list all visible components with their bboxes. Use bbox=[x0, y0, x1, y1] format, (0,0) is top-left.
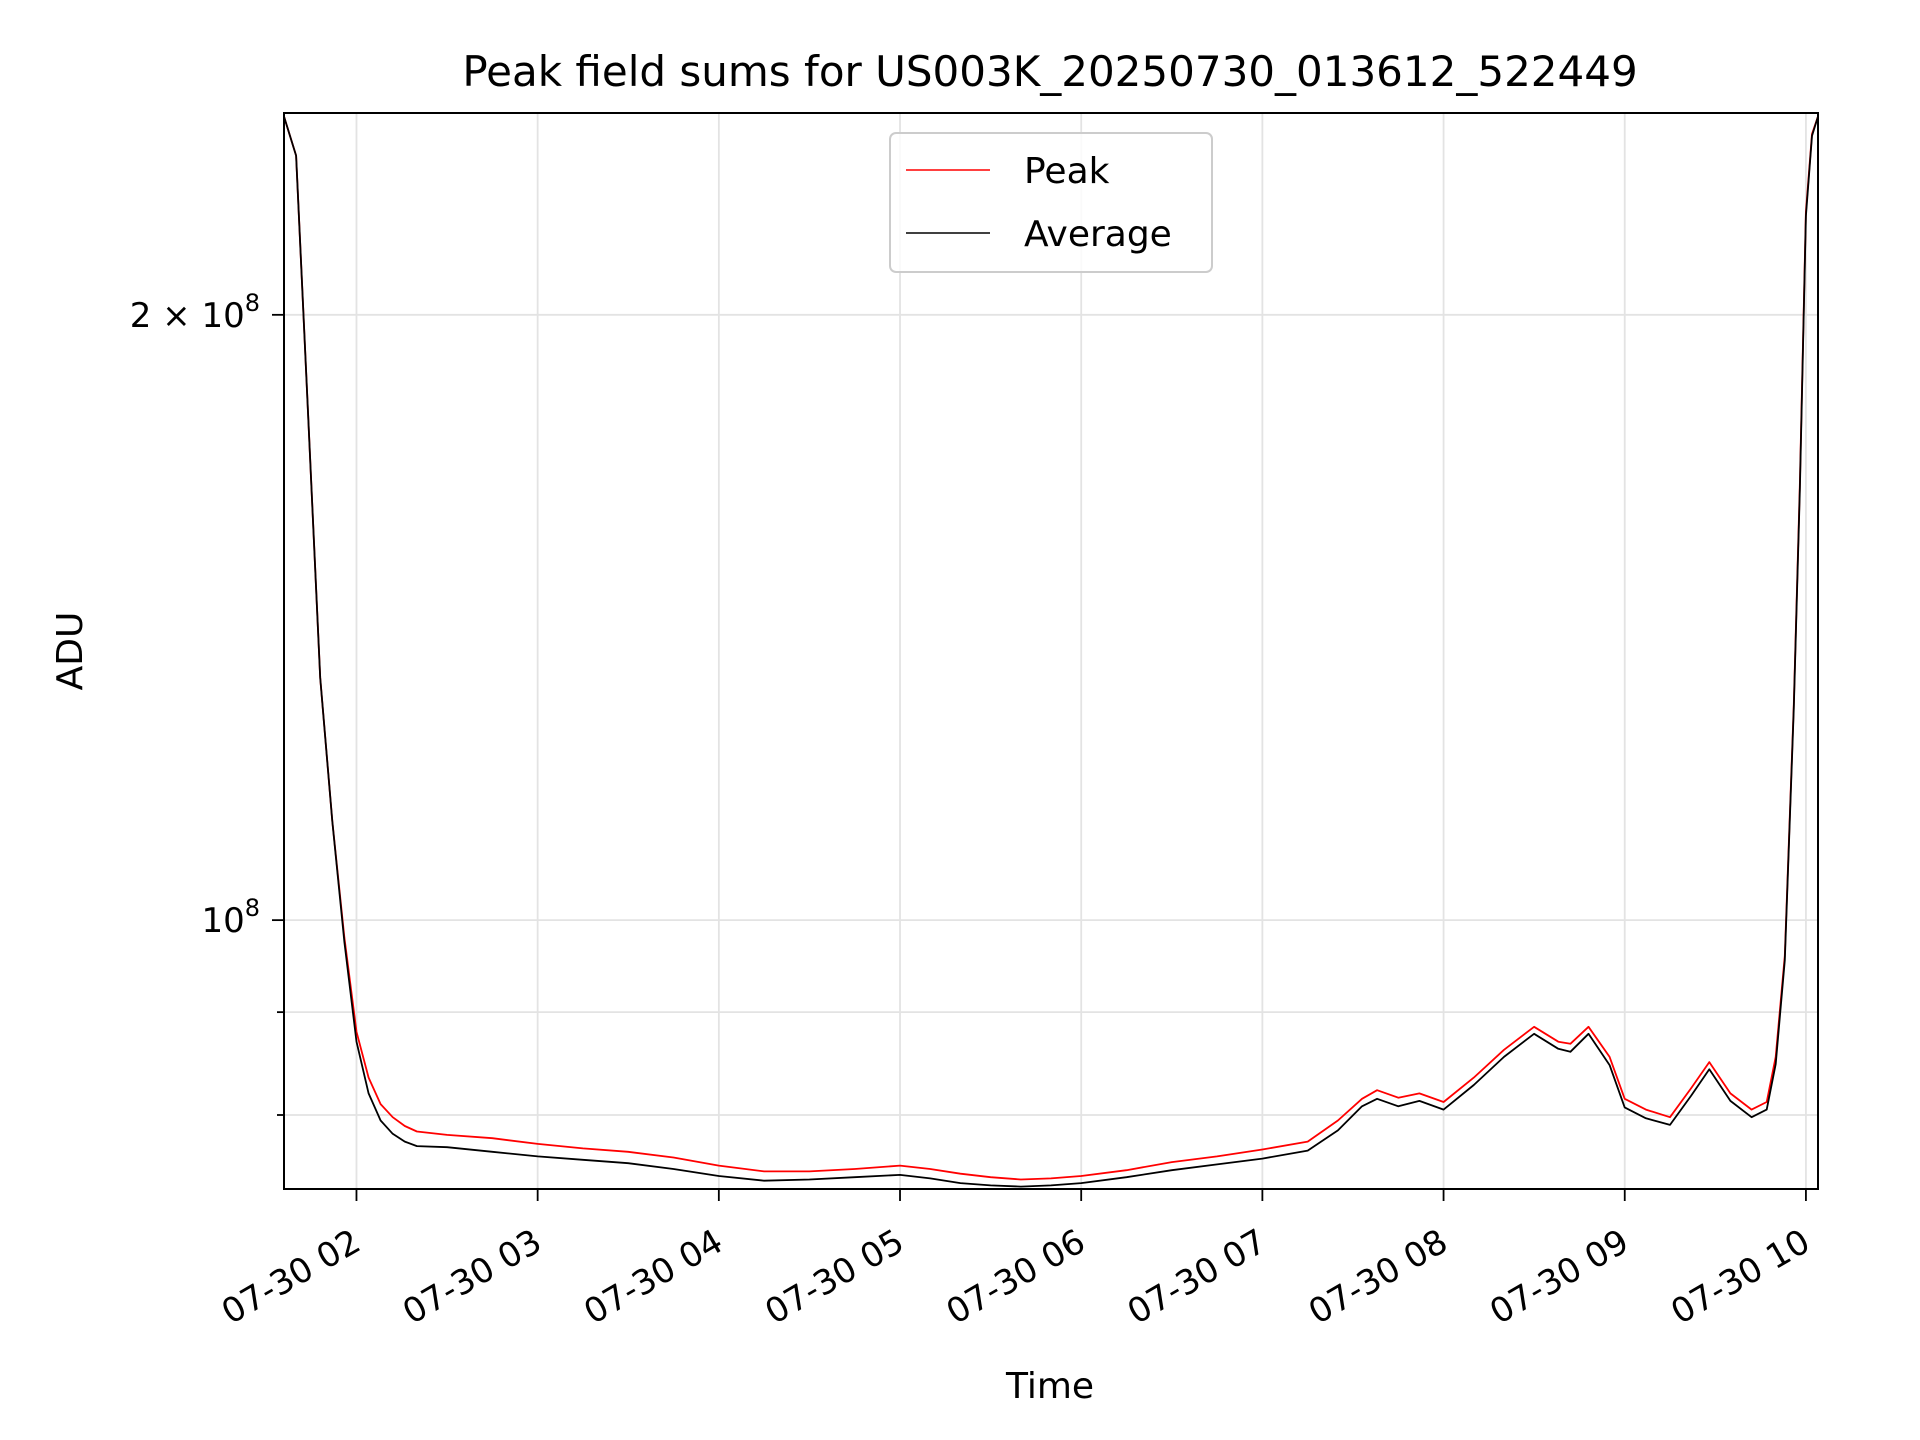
y-tick-label-exponent: 8 bbox=[245, 894, 260, 922]
plot-frame bbox=[283, 112, 1819, 1190]
series-line-peak bbox=[284, 116, 1818, 1181]
y-tick-label-base: 10 bbox=[201, 296, 244, 336]
legend-label-peak: Peak bbox=[1024, 151, 1110, 192]
y-axis-label: ADU bbox=[50, 612, 91, 691]
chart-title: Peak field sums for US003K_20250730_0136… bbox=[462, 47, 1637, 96]
y-tick-label-base: 10 bbox=[201, 901, 244, 941]
plot-series bbox=[284, 116, 1818, 1188]
grid-lines bbox=[284, 113, 1818, 1189]
y-tick: 108 bbox=[201, 894, 284, 941]
legend-box bbox=[889, 132, 1213, 273]
y-tick: 2 × 108 bbox=[130, 289, 284, 336]
y-tick-label: 108 bbox=[201, 894, 260, 941]
y-tick-label: 2 × 108 bbox=[130, 289, 260, 336]
legend: Peak Average bbox=[889, 132, 1213, 273]
x-axis-label: Time bbox=[1005, 1366, 1094, 1407]
series-line-average bbox=[284, 116, 1818, 1188]
y-tick-label-exponent: 8 bbox=[245, 289, 260, 317]
legend-label-average: Average bbox=[1024, 214, 1172, 255]
y-tick-label-mantissa: 2 × bbox=[130, 296, 202, 336]
